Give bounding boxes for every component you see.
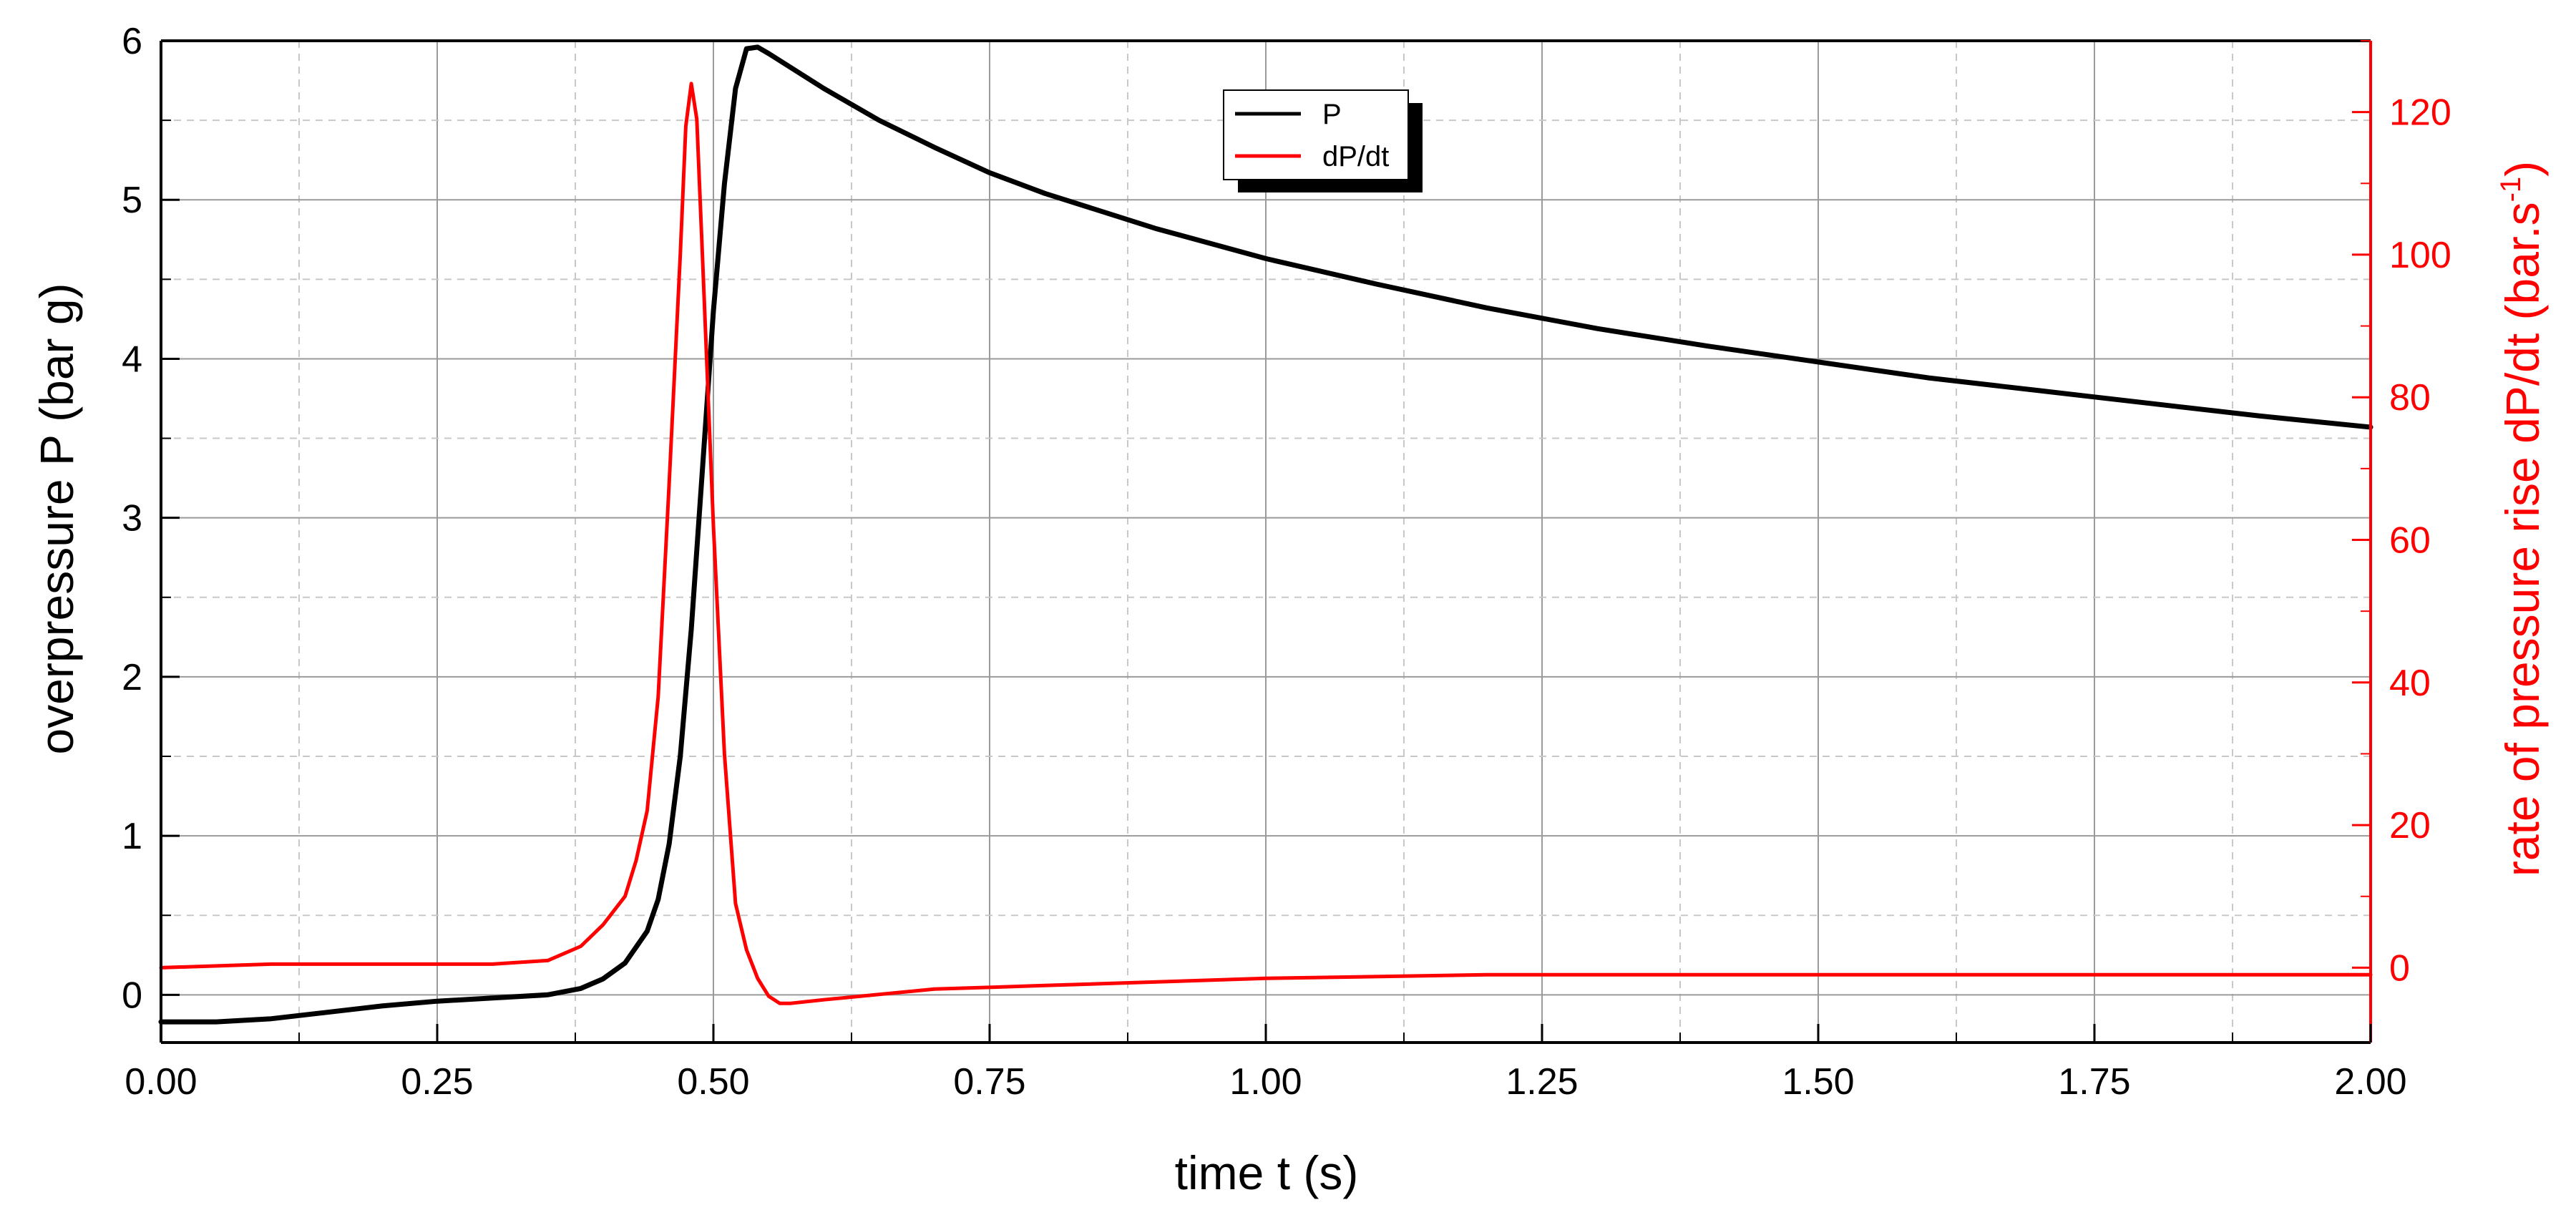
x-tick-label: 1.25 (1506, 1061, 1578, 1103)
y-left-tick-label: 4 (122, 338, 142, 380)
legend-label-dpdt: dP/dt (1322, 141, 1389, 172)
legend-label-p: P (1322, 99, 1342, 130)
y-right-tick-label: 120 (2389, 92, 2451, 134)
y-left-tick-label: 6 (122, 21, 142, 62)
x-tick-label: 0.00 (125, 1061, 197, 1103)
y-right-tick-label: 20 (2389, 805, 2431, 846)
y-axis-right-title: rate of pressure rise dP/dt (bar.s-1) (2495, 161, 2549, 877)
x-tick-label: 0.50 (677, 1061, 749, 1103)
x-tick-label: 0.75 (953, 1061, 1025, 1103)
x-tick-label: 2.00 (2334, 1061, 2406, 1103)
y-right-tick-label: 80 (2389, 377, 2431, 419)
x-tick-label: 0.25 (401, 1061, 473, 1103)
y-axis-right-title-superscript: -1 (2495, 177, 2527, 202)
x-axis-title: time t (s) (1175, 1146, 1359, 1199)
y-left-tick-label: 3 (122, 498, 142, 540)
y-left-tick-label: 5 (122, 180, 142, 221)
y-left-tick-label: 0 (122, 975, 142, 1016)
y-axis-left-title: overpressure P (bar g) (30, 283, 83, 754)
y-axis-right-title-close: ) (2496, 161, 2549, 177)
series-line-dpdt (159, 82, 2373, 1005)
ticks-layer: 0.00 0.25 0.50 0.75 1.00 1.25 1.50 1.75 2.00 0 1 2 3… (122, 21, 2451, 1103)
y-right-tick-label: 0 (2389, 947, 2410, 989)
legend: P dP/dt (1223, 89, 1423, 192)
y-left-tick-label: 1 (122, 816, 142, 857)
series-layer (158, 44, 2373, 1025)
legend-box (1223, 89, 1409, 180)
y-left-tick-label: 2 (122, 657, 142, 698)
x-tick-label: 1.00 (1229, 1061, 1302, 1103)
y-right-tick-label: 60 (2389, 520, 2431, 562)
y-right-tick-label: 40 (2389, 663, 2431, 704)
x-tick-label: 1.75 (2058, 1061, 2130, 1103)
y-axis-right-title-main: rate of pressure rise dP/dt (bar.s (2496, 202, 2549, 877)
x-tick-label: 1.50 (1782, 1061, 1854, 1103)
y-right-tick-label: 100 (2389, 235, 2451, 276)
series-line-p (158, 44, 2373, 1025)
grid-layer (160, 40, 2371, 1043)
